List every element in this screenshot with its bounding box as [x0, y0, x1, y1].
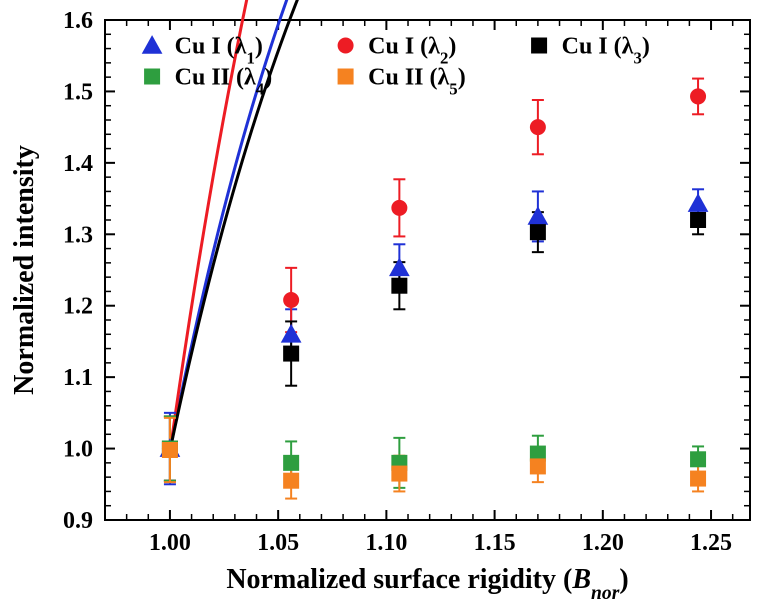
plot-border — [105, 20, 750, 520]
x-tick-label: 1.25 — [690, 530, 732, 556]
y-tick-label: 0.9 — [63, 508, 93, 534]
y-tick-label: 1.2 — [63, 294, 93, 320]
legend-label-cu1_l3: Cu I (λ3) — [562, 34, 650, 68]
y-tick-label: 1.4 — [63, 151, 93, 177]
legend-label-cu2_l4: Cu II (λ4) — [175, 65, 273, 99]
data-point-cu1_l1 — [688, 193, 709, 212]
y-axis-title: Normalized intensity — [9, 145, 40, 395]
data-point-cu2_l5 — [690, 471, 706, 487]
data-point-cu1_l2 — [530, 119, 546, 135]
data-point-cu1_l1 — [389, 258, 410, 277]
x-tick-label: 1.00 — [149, 530, 191, 556]
x-tick-label: 1.20 — [582, 530, 624, 556]
y-tick-label: 1.3 — [63, 222, 93, 248]
intensity-vs-rigidity-chart: 1.00 1.05 1.10 1.15 1.20 1.25 0.9 1.0 1.1 1.2 1.3 1… — [0, 0, 779, 611]
data-point-cu1_l2 — [391, 200, 407, 216]
data-point-cu1_l2 — [690, 88, 706, 104]
data-point-cu1_l1 — [281, 324, 302, 343]
data-point-cu2_l4 — [283, 455, 299, 471]
x-tick-label: 1.05 — [257, 530, 299, 556]
legend-marker-cu2_l5 — [338, 69, 354, 85]
y-tick-label: 1.0 — [63, 437, 93, 463]
chart-container: 1.00 1.05 1.10 1.15 1.20 1.25 0.9 1.0 1.1 1.2 1.3 1… — [0, 0, 779, 611]
data-point-cu2_l5 — [162, 442, 178, 458]
legend-label-cu2_l5: Cu II (λ5) — [368, 65, 466, 99]
x-tick-label: 1.15 — [474, 530, 516, 556]
legend-marker-cu1_l2 — [338, 38, 354, 54]
data-point-cu1_l3 — [283, 346, 299, 362]
legend-label-cu1_l1: Cu I (λ1) — [175, 34, 263, 68]
y-tick-label: 1.1 — [63, 365, 93, 391]
y-tick-label: 1.6 — [63, 8, 93, 34]
x-axis-title: Normalized surface rigidity (Bnor) — [226, 564, 628, 604]
data-point-cu1_l2 — [283, 292, 299, 308]
legend-marker-cu1_l1 — [142, 35, 163, 54]
data-point-cu1_l3 — [530, 224, 546, 240]
y-tick-label: 1.5 — [63, 79, 93, 105]
data-point-cu1_l1 — [528, 206, 549, 225]
data-point-cu2_l4 — [690, 451, 706, 467]
data-point-cu2_l5 — [283, 473, 299, 489]
data-point-cu1_l3 — [391, 278, 407, 294]
data-point-cu1_l3 — [690, 212, 706, 228]
legend-label-cu1_l2: Cu I (λ2) — [368, 34, 456, 68]
data-point-cu2_l5 — [530, 458, 546, 474]
x-tick-label: 1.10 — [365, 530, 407, 556]
legend-marker-cu1_l3 — [531, 38, 547, 54]
data-point-cu2_l5 — [391, 466, 407, 482]
legend-marker-cu2_l4 — [144, 69, 160, 85]
